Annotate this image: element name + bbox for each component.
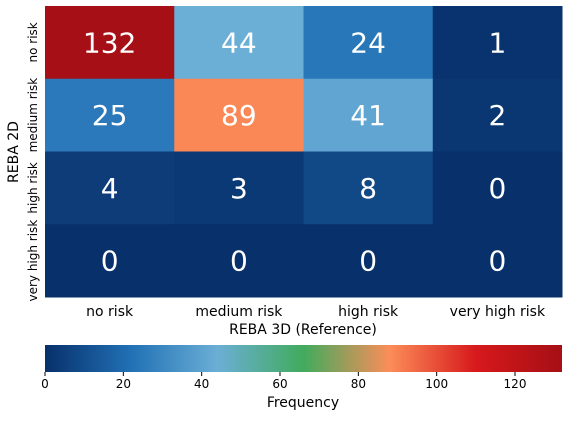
colorbar-tick-label: 40 <box>194 377 209 391</box>
heatmap-cell-r1-c0 <box>45 78 175 152</box>
colorbar: 0 20 40 60 80 100 120 <box>41 345 562 391</box>
colorbar-tick-label: 60 <box>272 377 287 391</box>
cell-value-label-r0-c0: 132 <box>83 26 136 59</box>
x-tick-label: medium risk <box>195 304 283 320</box>
heatmap-cell-r3-c2 <box>303 224 434 298</box>
heatmap-cell-r1-c3 <box>432 78 563 152</box>
heatmap-cell-r1-c1 <box>174 78 304 152</box>
heatmap-cell-r2-c0 <box>45 151 175 225</box>
heatmap-cell-r0-c3 <box>432 6 563 80</box>
x-tick-labels: no risk medium risk high risk very high ris… <box>86 304 546 320</box>
colorbar-tick-label: 80 <box>351 377 366 391</box>
cell-value-label-r0-c2: 24 <box>350 26 386 59</box>
heatmap-cell-r3-c0 <box>45 224 175 298</box>
x-tick-label: high risk <box>338 304 399 320</box>
colorbar-label: Frequency <box>267 395 339 411</box>
heatmap-cell-r2-c2 <box>303 151 434 225</box>
colorbar-tick-label: 20 <box>116 377 131 391</box>
heatmap-cell-r2-c3 <box>432 151 563 225</box>
heatmap-cell-r0-c0 <box>45 6 175 80</box>
x-tick-label: no risk <box>86 304 134 320</box>
y-tick-label: very high risk <box>26 220 40 302</box>
y-tick-labels: no risk medium risk high risk very high ris… <box>26 22 40 301</box>
y-tick-label: no risk <box>26 22 40 62</box>
cell-value-label-r3-c3: 0 <box>488 245 506 278</box>
heatmap-cell-r3-c1 <box>174 224 304 298</box>
heatmap-cell-r0-c2 <box>303 6 434 80</box>
cell-value-label-r3-c0: 0 <box>101 245 119 278</box>
cell-value-label-r2-c3: 0 <box>488 172 506 205</box>
y-tick-label: medium risk <box>26 78 40 153</box>
heatmap-cell-r1-c2 <box>303 78 434 152</box>
x-axis-label: REBA 3D (Reference) <box>229 322 377 338</box>
heatmap-cell-r3-c3 <box>432 224 563 298</box>
cell-value-label-r1-c2: 41 <box>350 99 386 132</box>
cell-value-label-r1-c0: 25 <box>92 99 128 132</box>
colorbar-tick-label: 100 <box>425 377 448 391</box>
cell-value-label-r2-c2: 8 <box>359 172 377 205</box>
y-tick-label: high risk <box>26 162 40 213</box>
cell-value-label-r1-c3: 2 <box>488 99 506 132</box>
y-axis-label: REBA 2D <box>6 121 22 183</box>
cell-value-label-r3-c2: 0 <box>359 245 377 278</box>
heatmap-cells <box>45 6 563 298</box>
heatmap-cell-r0-c1 <box>174 6 304 80</box>
cell-value-label-r3-c1: 0 <box>230 245 248 278</box>
cell-value-label-r2-c1: 3 <box>230 172 248 205</box>
colorbar-tick-label: 120 <box>504 377 527 391</box>
heatmap-cell-r2-c1 <box>174 151 304 225</box>
colorbar-tick-label: 0 <box>41 377 49 391</box>
cell-value-labels: 132 44 24 125 89 41 24 3 8 00 0 0 0 <box>83 26 506 277</box>
cell-value-label-r1-c1: 89 <box>221 99 257 132</box>
x-tick-label: very high risk <box>450 304 546 320</box>
cell-value-label-r2-c0: 4 <box>101 172 119 205</box>
colorbar-gradient <box>45 345 562 372</box>
cell-value-label-r0-c1: 44 <box>221 26 257 59</box>
cell-value-label-r0-c3: 1 <box>488 26 506 59</box>
